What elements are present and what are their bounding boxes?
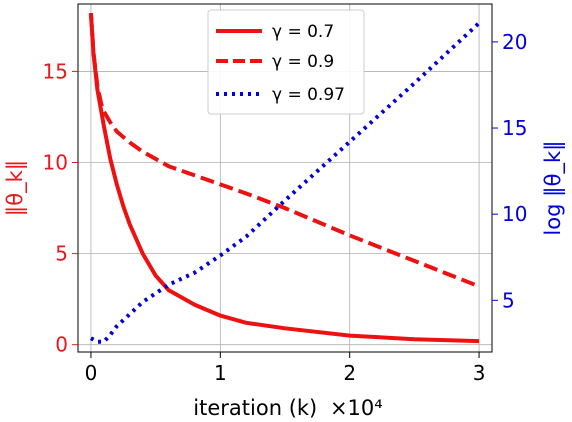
x-axis-multiplier: ×10⁴ bbox=[330, 396, 383, 420]
x-axis-title: iteration (k) bbox=[193, 396, 317, 420]
right-tick-label: 15 bbox=[502, 116, 527, 140]
series-line-1 bbox=[88, 12, 480, 289]
right-axis-label: log ‖θ_k‖ bbox=[541, 140, 566, 235]
left-tick-label: 10 bbox=[43, 151, 68, 175]
right-axis-ticks: 5 10 15 20 bbox=[492, 30, 527, 312]
legend-label-gamma-07: γ = 0.7 bbox=[272, 22, 334, 42]
right-tick-label: 20 bbox=[502, 30, 527, 54]
x-axis-label: iteration (k) ×10⁴ bbox=[193, 396, 382, 420]
series-line-2 bbox=[89, 21, 481, 344]
series-layer bbox=[88, 12, 481, 344]
right-tick-label: 5 bbox=[502, 288, 515, 312]
x-tick-label: 0 bbox=[85, 361, 98, 385]
x-axis-ticks: 0 1 2 3 bbox=[85, 352, 486, 385]
right-tick-label: 10 bbox=[502, 202, 527, 226]
legend-label-gamma-097: γ = 0.97 bbox=[272, 85, 345, 105]
legend-box bbox=[207, 9, 365, 115]
x-tick-label: 2 bbox=[343, 361, 356, 385]
left-tick-label: 15 bbox=[43, 59, 68, 83]
x-tick-label: 1 bbox=[214, 361, 227, 385]
x-tick-label: 3 bbox=[473, 361, 486, 385]
legend: γ = 0.7 γ = 0.9 γ = 0.97 bbox=[207, 9, 365, 115]
left-axis-label: ‖θ_k‖ bbox=[3, 160, 28, 217]
left-tick-label: 5 bbox=[55, 242, 68, 266]
legend-label-gamma-09: γ = 0.9 bbox=[272, 52, 334, 72]
left-tick-label: 0 bbox=[55, 333, 68, 357]
series-line-0 bbox=[88, 12, 480, 344]
plot-frame bbox=[77, 3, 493, 353]
left-axis-ticks: 0 5 10 15 bbox=[43, 59, 78, 357]
